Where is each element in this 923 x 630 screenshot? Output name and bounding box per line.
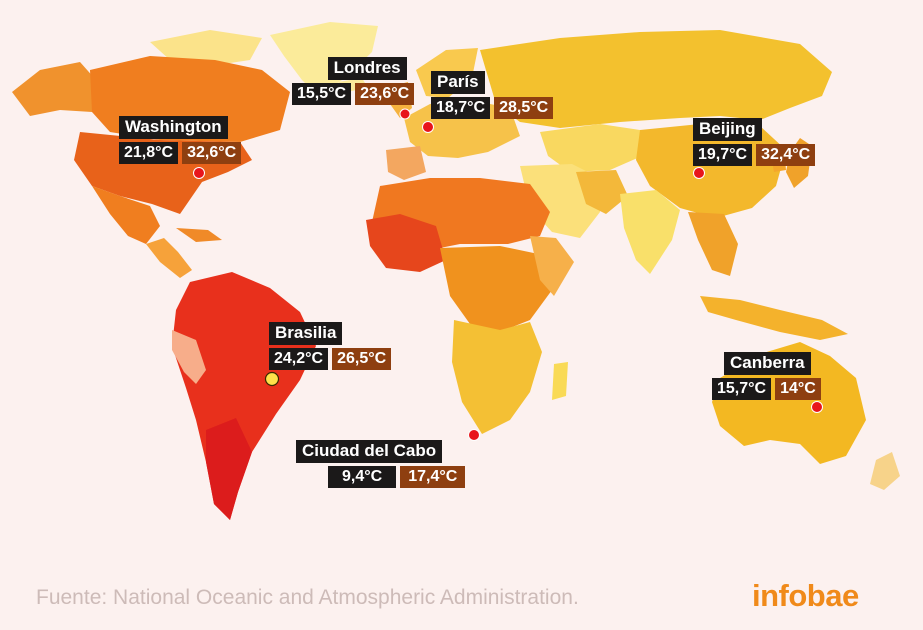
russia-region [480,30,832,128]
iberia-region [386,146,426,180]
west-africa-region [366,214,446,272]
ciudad-del-cabo-label: Ciudad del Cabo 9,4°C 17,4°C [296,440,466,488]
washington-marker [193,167,205,179]
city-name: Beijing [693,118,762,141]
argentina-region [206,418,252,520]
paris-label: París 18,7°C 28,5°C [431,71,554,119]
east-africa-region [530,236,574,296]
india-region [620,190,680,274]
brasilia-label: Brasilia 24,2°C 26,5°C [269,322,392,370]
min-temp: 19,7°C [693,144,753,166]
canberra-marker [811,401,823,413]
canberra-label: Canberra 15,7°C 14°C [712,352,821,400]
min-temp: 15,7°C [712,378,772,400]
max-temp: 17,4°C [400,466,466,488]
max-temp: 32,6°C [182,142,242,164]
city-name: Ciudad del Cabo [296,440,443,463]
south-america-region [172,272,316,520]
madagascar-region [552,362,568,400]
max-temp: 26,5°C [332,348,392,370]
beijing-marker [693,167,705,179]
cuba-region [176,228,222,242]
central-asia-region [540,124,642,172]
southern-africa-region [452,320,542,434]
mexico-region [92,186,160,244]
indonesia-region [700,296,848,340]
min-temp: 15,5°C [292,83,352,105]
iran-region [576,170,628,214]
min-temp: 21,8°C [119,142,179,164]
central-america-region [146,238,192,278]
max-temp: 32,4°C [756,144,816,166]
city-name: Washington [119,116,228,139]
city-name: París [431,71,485,94]
southeast-asia-region [688,212,738,276]
washington-label: Washington 21,8°C 32,6°C [119,116,242,164]
min-temp: 9,4°C [328,466,397,488]
infobae-logo: infobae [752,578,859,613]
paris-marker [422,121,434,133]
city-name: Canberra [724,352,811,375]
max-temp: 28,5°C [494,97,554,119]
city-name: Brasilia [269,322,343,345]
beijing-label: Beijing 19,7°C 32,4°C [693,118,816,166]
city-name: Londres [327,57,407,80]
ciudad-del-cabo-marker [468,429,480,441]
londres-label: Londres 15,5°C 23,6°C [292,57,415,105]
new-zealand-region [870,452,900,490]
alaska-region [12,62,96,116]
max-temp: 23,6°C [355,83,415,105]
peru-region [172,330,206,384]
max-temp: 14°C [775,378,821,400]
arctic-islands-region [150,30,262,66]
min-temp: 18,7°C [431,97,491,119]
greenland-region [270,22,378,96]
min-temp: 24,2°C [269,348,329,370]
londres-marker [399,108,411,120]
central-africa-region [440,246,552,332]
source-caption: Fuente: National Oceanic and Atmospheric… [36,586,579,609]
brasilia-marker [264,371,280,387]
